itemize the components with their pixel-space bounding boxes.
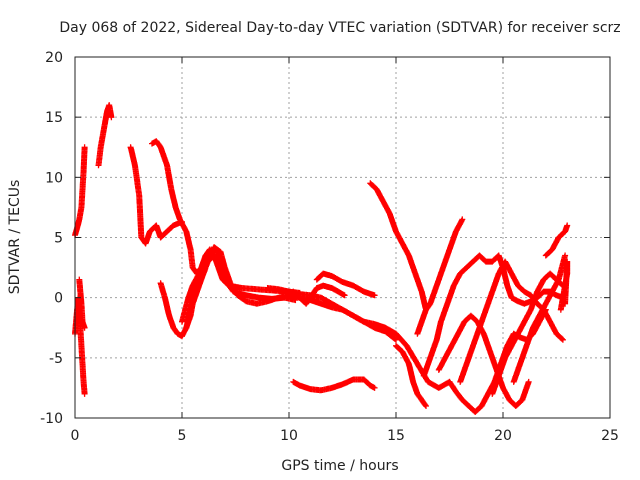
x-axis-label: GPS time / hours xyxy=(281,458,398,474)
data-point-markers xyxy=(179,246,226,325)
data-point-markers xyxy=(557,258,571,313)
series-track-01 xyxy=(72,144,88,239)
y-tick-label: 10 xyxy=(45,170,63,186)
y-axis-ticks: -10 -5 0 5 10 15 20 xyxy=(40,50,610,427)
series-track-18 xyxy=(435,312,532,409)
data-point-markers xyxy=(414,306,429,337)
y-tick-label: 0 xyxy=(54,291,63,307)
data-point-markers xyxy=(313,270,378,299)
x-tick-label: 0 xyxy=(71,428,80,444)
series-track-23 xyxy=(542,222,571,259)
series-track-16 xyxy=(414,306,429,337)
series-track-20 xyxy=(457,258,566,385)
data-point-markers xyxy=(367,180,466,313)
data-series xyxy=(72,102,571,415)
y-tick-label: 20 xyxy=(45,50,63,66)
x-tick-label: 25 xyxy=(601,428,619,444)
data-point-markers xyxy=(76,276,88,331)
series-track-24 xyxy=(557,258,571,313)
series-track-09 xyxy=(179,246,226,325)
series-track-13 xyxy=(290,376,378,394)
x-tick-label: 10 xyxy=(280,428,298,444)
y-tick-label: 15 xyxy=(45,110,63,126)
series-track-08 xyxy=(183,252,299,331)
series-track-05 xyxy=(127,144,185,247)
data-point-markers xyxy=(489,270,566,397)
data-point-markers xyxy=(542,222,571,259)
chart-title: Day 068 of 2022, Sidereal Day-to-day VTE… xyxy=(59,20,620,36)
data-point-markers xyxy=(435,312,532,409)
series-track-10 xyxy=(264,285,399,343)
series-track-11 xyxy=(313,270,378,299)
series-track-12 xyxy=(290,282,348,307)
series-track-14 xyxy=(367,180,466,313)
series-track-03 xyxy=(76,276,88,331)
data-point-markers xyxy=(72,144,88,239)
data-point-markers xyxy=(95,102,115,169)
series-track-15 xyxy=(393,342,429,409)
data-point-markers xyxy=(393,342,429,409)
x-tick-label: 5 xyxy=(178,428,187,444)
data-point-markers xyxy=(264,285,399,343)
data-point-markers xyxy=(457,258,566,385)
series-track-22 xyxy=(510,252,569,385)
y-tick-label: -5 xyxy=(49,351,63,367)
grid xyxy=(75,57,610,418)
series-track-21 xyxy=(489,270,566,397)
x-axis-ticks: 0 5 10 15 20 25 xyxy=(71,57,619,444)
x-tick-label: 15 xyxy=(387,428,405,444)
data-point-markers xyxy=(290,282,348,307)
data-point-markers xyxy=(290,376,378,394)
data-point-markers xyxy=(510,252,569,385)
y-tick-label: 5 xyxy=(54,231,63,247)
x-tick-label: 20 xyxy=(494,428,512,444)
data-point-markers xyxy=(183,252,299,331)
data-point-markers xyxy=(127,144,185,247)
y-tick-label: -10 xyxy=(40,411,63,427)
series-track-04 xyxy=(95,102,115,169)
y-axis-label: SDTVAR / TECUs xyxy=(7,180,23,295)
